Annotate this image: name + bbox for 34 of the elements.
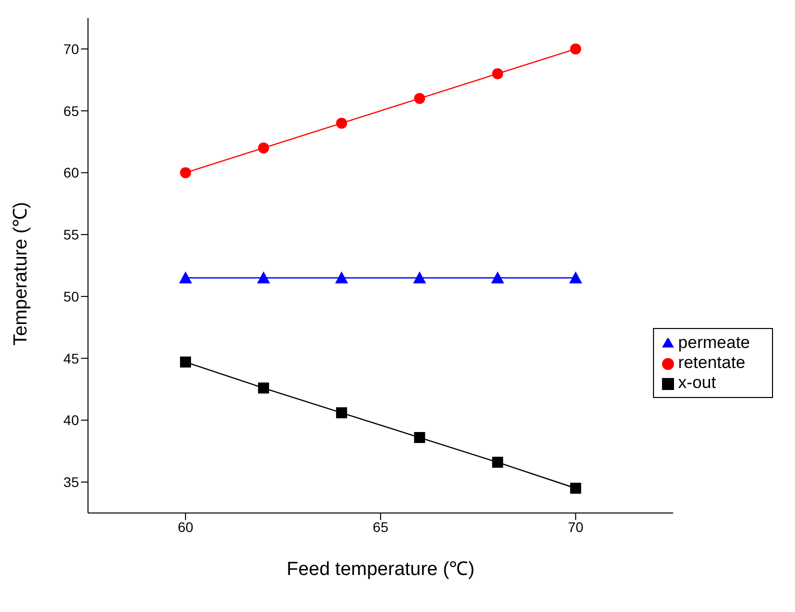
point bbox=[336, 407, 348, 418]
point bbox=[492, 456, 504, 468]
legend-label: permeate bbox=[678, 333, 750, 352]
y-tick-label: 40 bbox=[63, 412, 80, 428]
point bbox=[257, 271, 270, 284]
y-tick-label: 45 bbox=[63, 350, 80, 366]
x-tick-label: 60 bbox=[178, 518, 194, 535]
y-tick-label: 65 bbox=[63, 102, 80, 119]
y-tick-label: 50 bbox=[63, 288, 80, 304]
point bbox=[491, 271, 504, 284]
point bbox=[336, 118, 348, 129]
x-tick-label: 70 bbox=[568, 518, 584, 535]
x-tick-label: 65 bbox=[372, 518, 389, 535]
point bbox=[179, 271, 192, 284]
point bbox=[413, 271, 426, 284]
legend-label: x-out bbox=[678, 373, 716, 392]
y-tick-label: 60 bbox=[63, 164, 80, 181]
point bbox=[414, 432, 426, 444]
y-tick-label: 70 bbox=[63, 40, 80, 57]
y-axis-title: Temperature (℃) bbox=[10, 202, 32, 346]
point bbox=[335, 271, 348, 284]
x-axis-title: Feed temperature (℃) bbox=[286, 559, 475, 580]
point bbox=[180, 167, 192, 178]
legend-label: retentate bbox=[678, 353, 746, 372]
point bbox=[414, 92, 426, 104]
point bbox=[258, 142, 270, 154]
point bbox=[570, 43, 582, 54]
point bbox=[258, 382, 270, 394]
point bbox=[492, 68, 504, 80]
point bbox=[180, 356, 192, 368]
y-tick-label: 35 bbox=[63, 474, 80, 490]
point bbox=[570, 482, 582, 494]
point bbox=[569, 271, 582, 284]
y-tick-label: 55 bbox=[63, 226, 80, 243]
